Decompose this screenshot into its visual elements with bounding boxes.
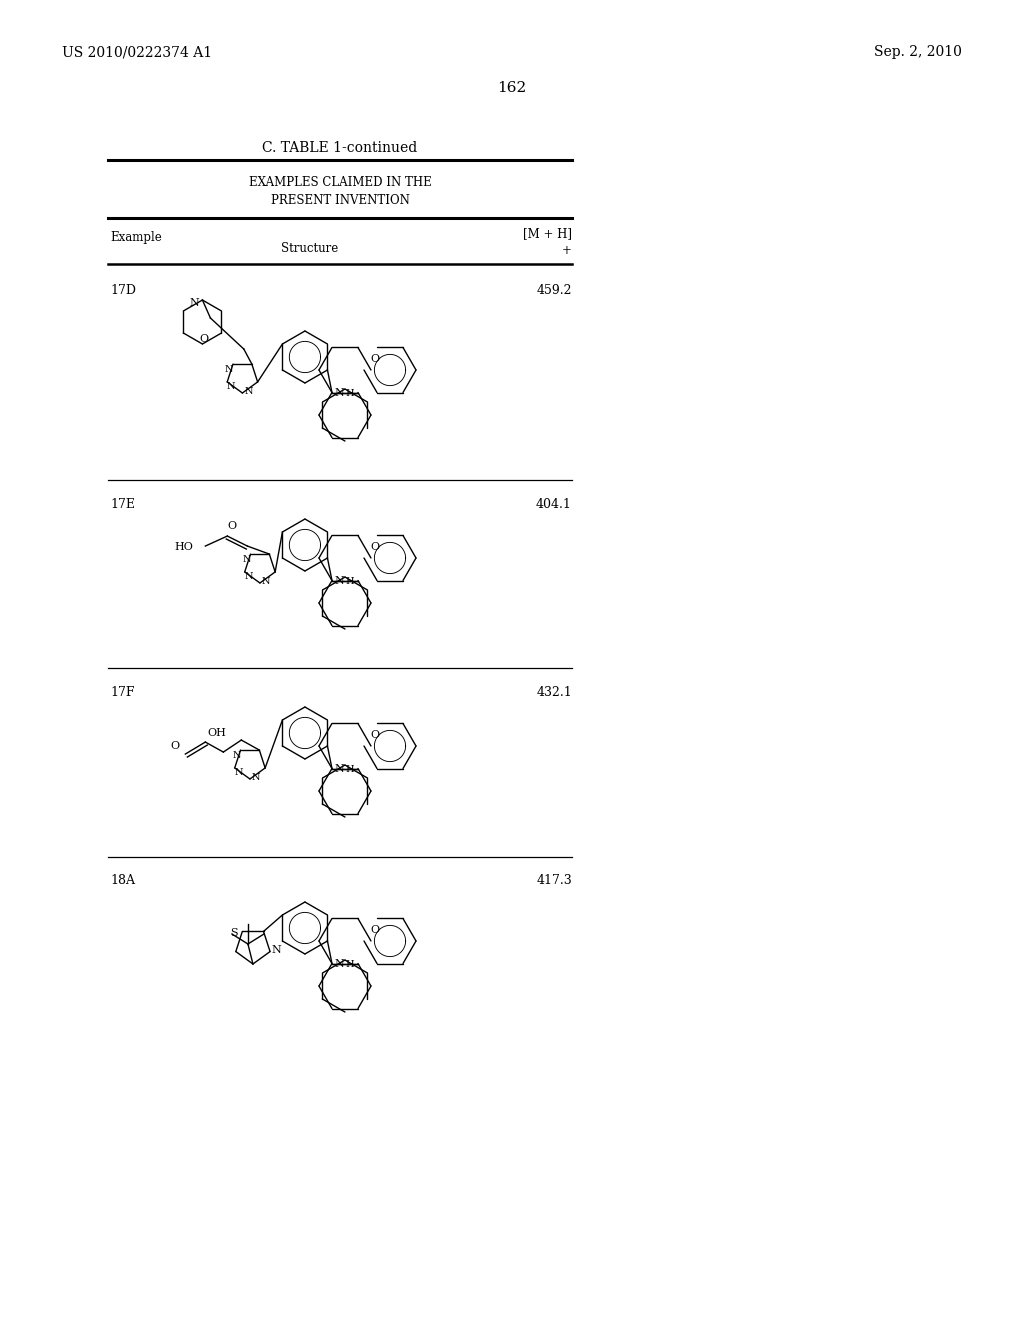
Text: HO: HO (174, 543, 194, 552)
Text: EXAMPLES CLAIMED IN THE: EXAMPLES CLAIMED IN THE (249, 176, 431, 189)
Text: Example: Example (110, 231, 162, 244)
Text: N: N (245, 573, 253, 581)
Text: O: O (370, 354, 379, 364)
Text: N: N (244, 387, 253, 396)
Text: O: O (171, 741, 180, 751)
Text: N: N (224, 364, 233, 374)
Text: 17F: 17F (110, 686, 134, 700)
Text: S: S (230, 928, 239, 939)
Text: N: N (334, 576, 344, 586)
Text: N: N (334, 388, 344, 399)
Text: OH: OH (207, 729, 226, 738)
Text: +: + (562, 243, 572, 256)
Text: US 2010/0222374 A1: US 2010/0222374 A1 (62, 45, 212, 59)
Text: N: N (334, 960, 344, 969)
Text: 17E: 17E (110, 498, 135, 511)
Text: N: N (243, 554, 251, 564)
Text: O: O (227, 521, 237, 531)
Text: N: N (234, 768, 243, 777)
Text: Structure: Structure (282, 242, 339, 255)
Text: 404.1: 404.1 (537, 498, 572, 511)
Text: O: O (370, 730, 379, 739)
Text: H: H (346, 388, 354, 397)
Text: N: N (189, 298, 200, 308)
Text: H: H (346, 960, 354, 969)
Text: O: O (370, 925, 379, 935)
Text: PRESENT INVENTION: PRESENT INVENTION (270, 194, 410, 206)
Text: 459.2: 459.2 (537, 285, 572, 297)
Text: N: N (252, 772, 260, 781)
Text: 162: 162 (498, 81, 526, 95)
Text: 417.3: 417.3 (537, 874, 572, 887)
Text: Sep. 2, 2010: Sep. 2, 2010 (874, 45, 962, 59)
Text: N: N (334, 764, 344, 774)
Text: O: O (200, 334, 209, 345)
Text: 18A: 18A (110, 874, 135, 887)
Text: N: N (271, 945, 281, 954)
Text: O: O (370, 541, 379, 552)
Text: H: H (346, 577, 354, 586)
Text: 432.1: 432.1 (537, 686, 572, 700)
Text: N: N (227, 383, 236, 392)
Text: [M + H]: [M + H] (523, 227, 572, 240)
Text: 17D: 17D (110, 285, 136, 297)
Text: N: N (262, 577, 270, 586)
Text: H: H (346, 764, 354, 774)
Text: C. TABLE 1-continued: C. TABLE 1-continued (262, 141, 418, 154)
Text: N: N (232, 751, 241, 759)
